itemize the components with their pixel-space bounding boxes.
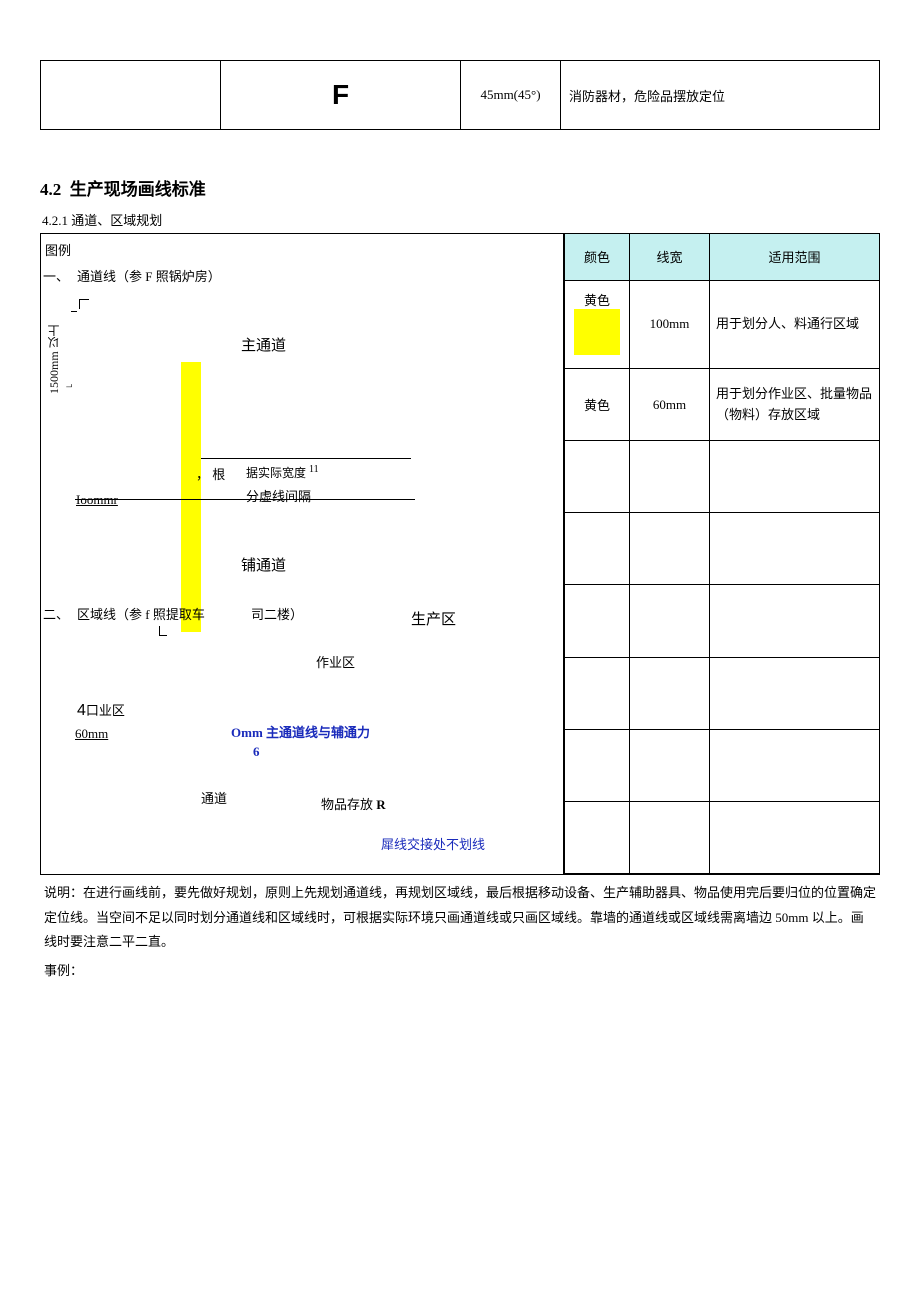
actual-width-text: 据实际宽度 11 [246, 464, 319, 481]
cell-width [630, 801, 710, 873]
quyuxian-ref: 区域线（参 f 照提取车 [77, 604, 205, 623]
cell-color [565, 441, 630, 513]
cell-color: 黄色 [565, 369, 630, 441]
table-row [565, 513, 880, 585]
sixty-mm-label: 60mm [75, 726, 108, 742]
cell-width: 60mm [630, 369, 710, 441]
cell-color [565, 585, 630, 657]
cell-scope: 用于划分人、料通行区域 [710, 280, 880, 369]
cell-color [565, 801, 630, 873]
main-diagram-wrap: 图例 一、 通道线（参 F 照锅炉房） 1500mm 以上 ⌐ 主通道 ， 根 … [40, 233, 880, 875]
table-row [565, 441, 880, 513]
heading-title: 生产现场画线标准 [70, 180, 206, 199]
tongdaoxian-ref: 通道线（参 F 照锅炉房） [77, 266, 221, 285]
tick-mark-icon-2 [71, 306, 77, 312]
line-spec-table: 颜色 线宽 适用范围 黄色100mm用于划分人、料通行区域黄色60mm用于划分作… [564, 234, 879, 874]
kouyequ-label: 4口业区 [77, 700, 125, 720]
table-row [565, 801, 880, 873]
corridor-label-2: 通道 [201, 788, 227, 807]
comma-gen-text: ， 根 [196, 464, 225, 483]
dashed-interval-text: 分虚线间隔 [246, 486, 311, 505]
silou-text: 司二楼） [251, 604, 303, 623]
diagram-hline-2 [75, 499, 415, 500]
cell-color: 黄色 [565, 280, 630, 369]
top-cell-angle: 45mm(45°) [461, 61, 561, 130]
color-label: 黄色 [573, 290, 621, 309]
cell-color [565, 513, 630, 585]
cell-scope [710, 729, 880, 801]
top-cell-desc: 消防器材，危险品摆放定位 [561, 61, 880, 130]
color-swatch [574, 309, 620, 355]
cell-width [630, 513, 710, 585]
cell-scope [710, 585, 880, 657]
tick-mark-icon [79, 299, 89, 309]
cell-scope [710, 801, 880, 873]
cell-scope [710, 441, 880, 513]
line-spec-tbody: 黄色100mm用于划分人、料通行区域黄色60mm用于划分作业区、批量物品（物料）… [565, 280, 880, 874]
main-corridor-label: 主通道 [241, 334, 286, 355]
top-cell-1 [41, 61, 221, 130]
cell-color [565, 729, 630, 801]
marker-one: 一、 [43, 266, 69, 285]
cell-width [630, 657, 710, 729]
th-color: 颜色 [565, 234, 630, 280]
cell-color [565, 657, 630, 729]
cell-scope: 用于划分作业区、批量物品（物料）存放区域 [710, 369, 880, 441]
yellow-line-swatch [181, 362, 201, 632]
omm-note: Omm 主通道线与辅通力 [231, 722, 370, 741]
cell-width [630, 585, 710, 657]
table-row [565, 657, 880, 729]
cell-scope [710, 657, 880, 729]
vertical-dimension-label: 1500mm 以上 ⌐ [45, 314, 77, 394]
production-area-label: 生产区 [411, 608, 456, 629]
th-scope: 适用范围 [710, 234, 880, 280]
intersection-note: 犀线交接处不划线 [381, 834, 485, 853]
cell-width [630, 441, 710, 513]
section-heading: 4.2 生产现场画线标准 [40, 175, 880, 200]
aux-corridor-label: 铺通道 [241, 554, 286, 575]
diagram-area: 图例 一、 通道线（参 F 照锅炉房） 1500mm 以上 ⌐ 主通道 ， 根 … [41, 234, 564, 874]
cell-width: 100mm [630, 280, 710, 369]
cell-width [630, 729, 710, 801]
table-row [565, 729, 880, 801]
heading-num: 4.2 [40, 180, 61, 199]
work-area-label: 作业区 [316, 652, 355, 671]
table-row: 黄色60mm用于划分作业区、批量物品（物料）存放区域 [565, 369, 880, 441]
diagram-hline-1 [201, 458, 411, 459]
example-label: 事例： [40, 959, 880, 984]
top-cell-symbol: F [221, 61, 461, 130]
explanation-text: 说明：在进行画线前，要先做好规划，原则上先规划通道线，再规划区域线，最后根据移动… [40, 881, 880, 955]
marker-two: 二、 [43, 604, 69, 623]
table-row: 黄色 100mm用于划分人、料通行区域 [565, 280, 880, 369]
storage-label: 物品存放 R [321, 794, 386, 813]
legend-label: 图例 [45, 240, 71, 259]
ioommr-text: Ioommr [76, 492, 118, 508]
subsection-label: 4.2.1 通道、区域规划 [42, 210, 880, 229]
th-width: 线宽 [630, 234, 710, 280]
six-note: 6 [253, 744, 260, 760]
cell-scope [710, 513, 880, 585]
angle-mark-icon [159, 626, 167, 636]
top-parameter-table: F 45mm(45°) 消防器材，危险品摆放定位 [40, 60, 880, 130]
table-row [565, 585, 880, 657]
